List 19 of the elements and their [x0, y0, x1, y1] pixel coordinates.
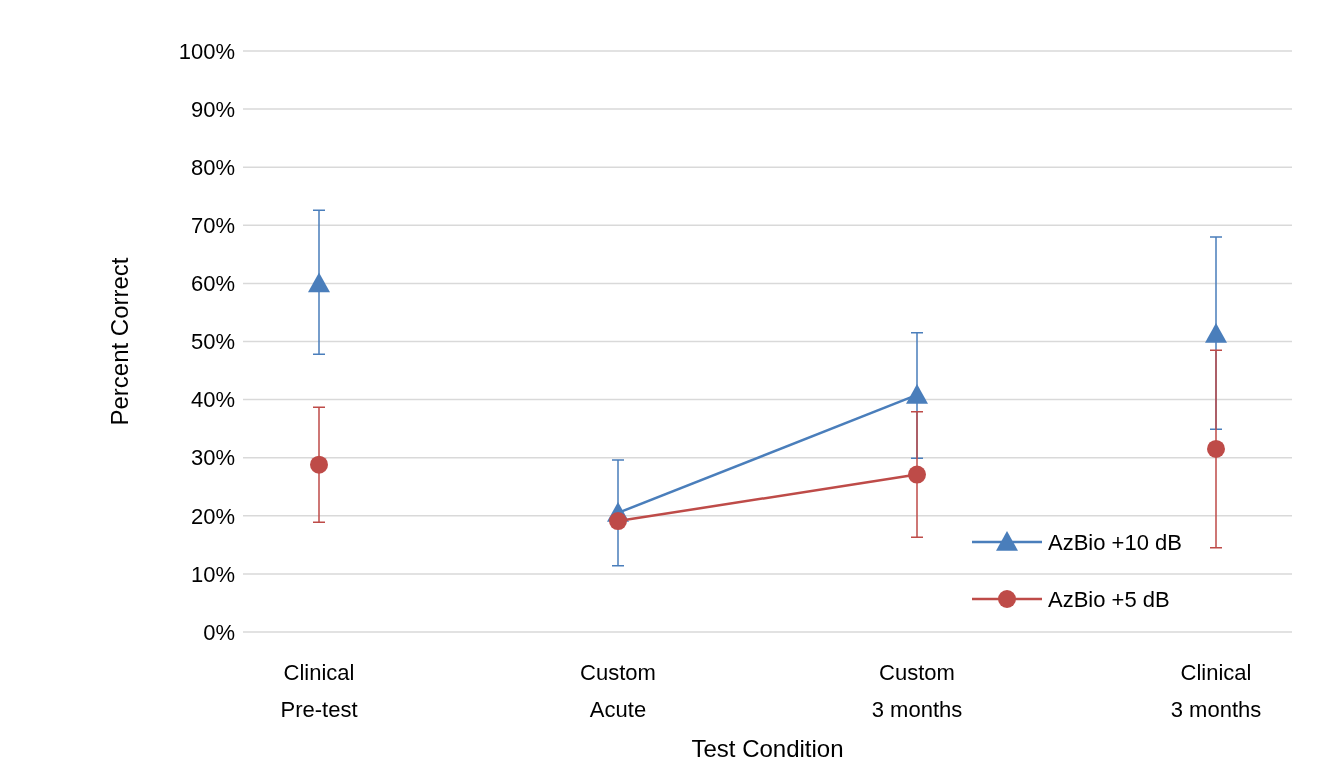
y-tick-label: 40% [190, 387, 235, 413]
y-tick-label: 10% [190, 561, 235, 587]
legend-label: AzBio +5 dB [1048, 586, 1170, 612]
x-tick-label: Clinical Pre-test [280, 660, 358, 722]
y-tick-label: 80% [190, 154, 235, 180]
y-tick-label: 60% [190, 271, 235, 297]
y-tick-label: 20% [190, 503, 235, 529]
x-tick-label: Clinical 3 months [1170, 660, 1262, 722]
x-axis-title: Test Condition [691, 735, 844, 762]
x-tick-label: Custom 3 months [871, 660, 963, 722]
legend-label: AzBio +10 dB [1048, 529, 1182, 555]
y-tick-label: 0% [203, 619, 235, 645]
y-tick-label: 70% [190, 213, 235, 238]
y-tick-label: 90% [190, 96, 235, 122]
y-tick-label: 100% [178, 38, 235, 64]
y-tick-label: 50% [190, 329, 235, 355]
y-tick-label: 30% [190, 445, 235, 471]
y-axis-title: Percent Correct [106, 257, 133, 426]
x-tick-label: Custom Acute [580, 660, 656, 722]
